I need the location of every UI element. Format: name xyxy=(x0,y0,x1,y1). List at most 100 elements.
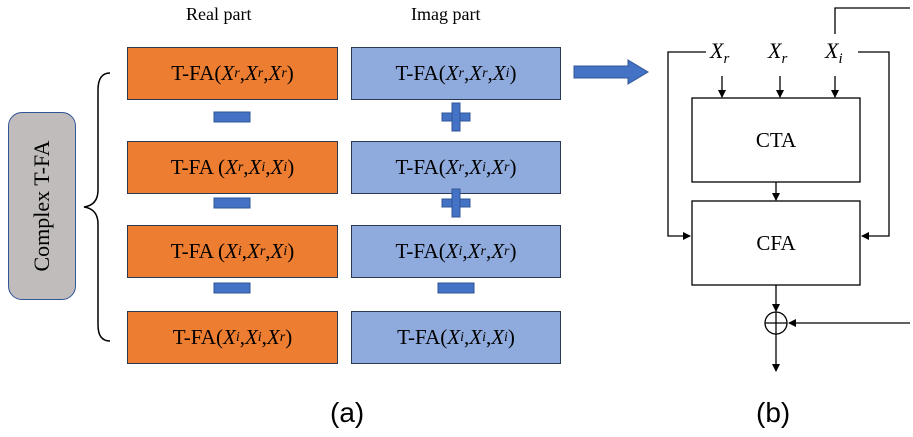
input-var: X xyxy=(825,38,839,63)
box-prefix: T-FA( xyxy=(395,61,446,85)
arg-sub: r xyxy=(504,159,510,175)
imag-part-header: Imag part xyxy=(411,4,481,24)
arg-var: X xyxy=(270,239,284,263)
arg-sep: , xyxy=(261,325,267,349)
box-prefix: T-FA( xyxy=(395,239,446,263)
imag-op-1-plus-v xyxy=(451,102,461,132)
arg-var: X xyxy=(491,155,505,179)
input-var: X xyxy=(768,38,782,63)
arg-sep: , xyxy=(239,325,245,349)
arg-sep: , xyxy=(485,239,492,263)
caption-b: (b) xyxy=(756,397,791,428)
box-prefix: T-FA ( xyxy=(170,239,226,263)
arg-sub: r xyxy=(458,159,464,175)
box-prefix: T-FA ( xyxy=(170,155,226,179)
arg-sub: r xyxy=(458,65,464,81)
arg-sub: r xyxy=(234,65,240,81)
arg-sep: ) xyxy=(287,239,295,263)
arg-var: X xyxy=(447,325,461,349)
arg-sub: r xyxy=(482,65,488,81)
arg-var: X xyxy=(248,155,262,179)
arg-sub: i xyxy=(283,159,288,175)
imag-op-3-minus xyxy=(437,282,475,294)
cfa-block xyxy=(691,200,861,286)
arg-sep: ) xyxy=(285,325,293,349)
arg-sub: i xyxy=(505,65,510,81)
cta-label: CTA xyxy=(755,127,797,152)
arg-var: X xyxy=(225,155,238,179)
arg-var: X xyxy=(491,325,505,349)
arg-var: X xyxy=(469,325,483,349)
arg-sub: r xyxy=(480,243,486,259)
arg-sep: , xyxy=(265,155,271,179)
arg-var: X xyxy=(491,239,505,263)
arg-var: X xyxy=(445,239,459,263)
arg-sub: r xyxy=(237,159,244,175)
arg-sep: ) xyxy=(509,61,517,85)
flow-arrow xyxy=(573,59,649,85)
arg-sub: r xyxy=(257,65,264,81)
arg-var: X xyxy=(266,325,280,349)
arg-sep: , xyxy=(263,61,269,85)
arg-var: X xyxy=(469,155,483,179)
input-sub: r xyxy=(723,51,730,67)
arg-sub: r xyxy=(259,243,266,259)
box-prefix: T-FA( xyxy=(171,61,222,85)
real-op-3-minus xyxy=(213,282,251,294)
real-op-2-minus xyxy=(213,197,251,209)
input-label-1: Xr xyxy=(710,38,729,68)
arg-sep: , xyxy=(265,239,271,263)
caption-a: (a) xyxy=(330,397,365,428)
arg-var: X xyxy=(225,239,238,263)
arg-sub: i xyxy=(482,159,486,175)
input-sub: i xyxy=(838,51,843,67)
arg-var: X xyxy=(244,325,258,349)
arg-sub: i xyxy=(235,329,240,345)
left-skip-line xyxy=(667,51,706,240)
arg-sep: , xyxy=(462,239,468,263)
arg-sep: ) xyxy=(507,325,515,349)
box-prefix: T-FA( xyxy=(395,155,446,179)
arg-var: X xyxy=(268,61,282,85)
input-label-3: Xi xyxy=(825,38,843,68)
arg-sep: ) xyxy=(509,239,517,263)
input-label-2: Xr xyxy=(768,38,787,68)
arg-sep: , xyxy=(463,61,470,85)
box-prefix: T-FA( xyxy=(172,325,223,349)
complex-tfa-box xyxy=(8,112,76,300)
arg-sub: i xyxy=(261,159,266,175)
arg-sep: ) xyxy=(509,155,517,179)
arg-var: X xyxy=(221,61,235,85)
arg-sub: i xyxy=(460,329,464,345)
arg-var: X xyxy=(467,239,481,263)
right-skip-line xyxy=(858,51,890,240)
cfa-label: CFA xyxy=(756,230,796,255)
arg-sub: r xyxy=(281,65,287,81)
arg-var: X xyxy=(222,325,236,349)
arg-var: X xyxy=(492,61,506,85)
arg-var: X xyxy=(445,61,459,85)
left-brace xyxy=(83,72,111,342)
arg-sep: , xyxy=(485,325,492,349)
input-sub: r xyxy=(781,51,788,67)
arg-sep: , xyxy=(239,61,245,85)
arg-var: X xyxy=(244,61,258,85)
arg-sub: i xyxy=(283,243,288,259)
cta-block xyxy=(691,97,861,183)
arg-sep: , xyxy=(463,155,470,179)
top-line xyxy=(834,7,910,34)
arg-sep: , xyxy=(487,61,493,85)
arg-var: X xyxy=(445,155,459,179)
real-op-1-minus xyxy=(213,111,251,123)
arg-sep: ) xyxy=(287,155,295,179)
arg-sep: , xyxy=(463,325,470,349)
